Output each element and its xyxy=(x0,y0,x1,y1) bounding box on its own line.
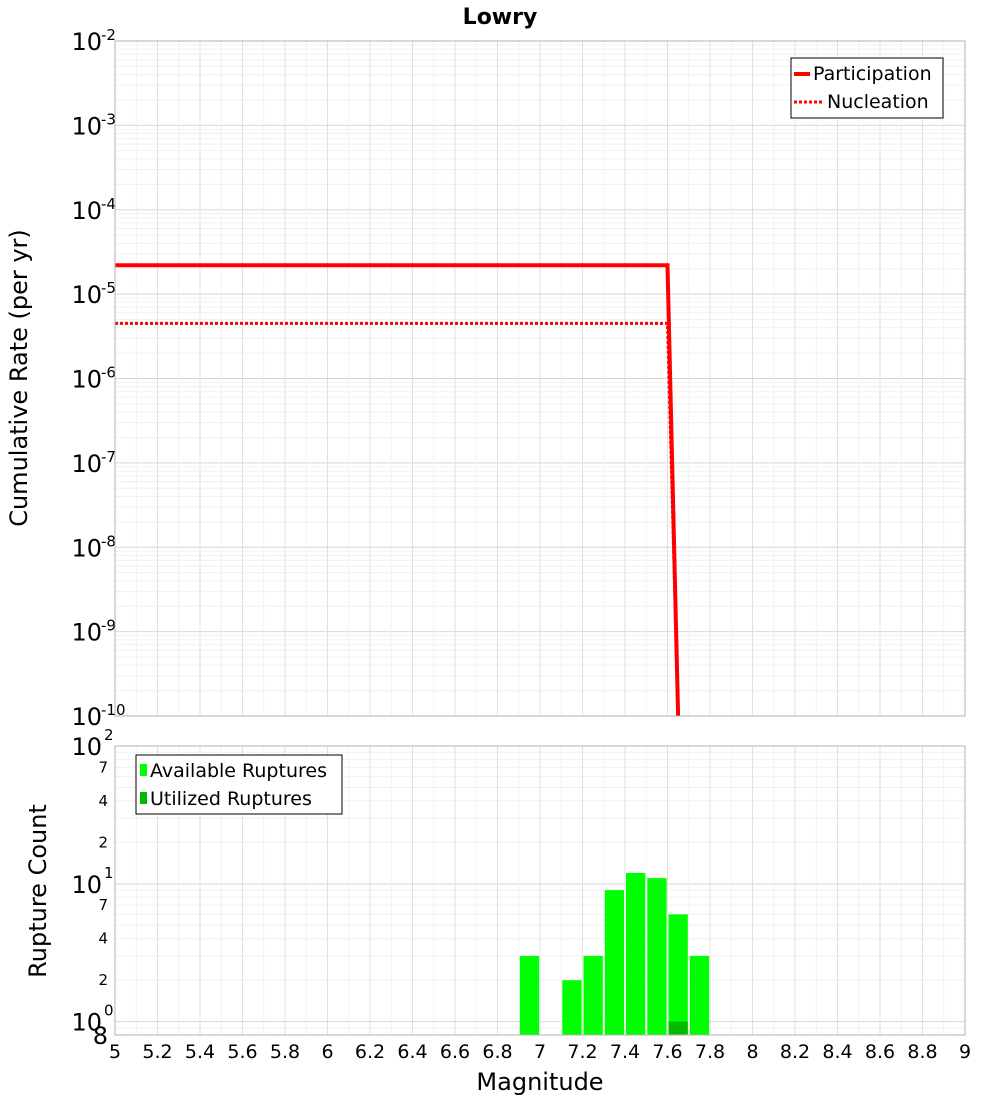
x-tick-label: 7.8 xyxy=(695,1041,725,1063)
count-y-minor-tick-label: 7 xyxy=(98,896,108,914)
x-tick-label: 6.6 xyxy=(440,1041,470,1063)
x-tick-label: 5.2 xyxy=(142,1041,172,1063)
rate-panel: 10-210-310-410-510-610-710-810-910-10 Cu… xyxy=(5,26,966,731)
x-tick-label: 6.8 xyxy=(482,1041,512,1063)
rate-y-tick-exponent: -9 xyxy=(101,617,116,635)
rate-y-tick-exponent: -7 xyxy=(101,448,116,466)
legend-utilized-swatch xyxy=(140,792,147,804)
count-y-minor-tick-label: 4 xyxy=(98,792,108,810)
rate-plot-border xyxy=(114,40,966,717)
count-bars-group xyxy=(519,872,710,1035)
available-ruptures-bar xyxy=(626,872,646,1035)
x-tick-label: 5.8 xyxy=(270,1041,300,1063)
rate-y-tick-label: 10 xyxy=(71,28,102,56)
count-legend-box xyxy=(135,754,343,815)
rate-y-tick-label: 10 xyxy=(71,281,102,309)
x-tick-label: 8.2 xyxy=(780,1041,810,1063)
rate-legend-box xyxy=(790,57,944,119)
count-y-minor-tick-label: 8 xyxy=(93,1022,108,1050)
x-tick-label: 7 xyxy=(534,1041,546,1063)
rate-y-tick-exponent: -2 xyxy=(101,26,116,44)
available-ruptures-bar xyxy=(583,955,603,1035)
rate-y-axis-label: Cumulative Rate (per yr) xyxy=(5,229,33,527)
legend-available-label: Available Ruptures xyxy=(150,760,327,782)
count-y-minor-tick-label: 7 xyxy=(98,758,108,776)
count-y-tick-exponent: 2 xyxy=(104,726,114,744)
utilized-ruptures-bar xyxy=(668,1021,688,1035)
x-tick-label: 8.6 xyxy=(865,1041,895,1063)
rate-y-tick-label: 10 xyxy=(71,703,102,731)
x-tick-label: 7.4 xyxy=(610,1041,640,1063)
chart-title: Lowry xyxy=(463,5,538,30)
available-ruptures-bar xyxy=(562,980,582,1035)
rate-y-tick-label: 10 xyxy=(71,534,102,562)
count-y-minor-tick-label: 4 xyxy=(98,930,108,948)
x-tick-label: 8.4 xyxy=(822,1041,852,1063)
rate-y-tick-exponent: -3 xyxy=(101,110,116,128)
count-y-tick-label: 10 xyxy=(71,1009,102,1037)
x-tick-label: 5.6 xyxy=(227,1041,257,1063)
legend-utilized-label: Utilized Ruptures xyxy=(150,788,312,810)
legend-participation-label: Participation xyxy=(813,63,932,85)
available-ruptures-bar xyxy=(519,955,540,1035)
count-y-minor-tick-label: 2 xyxy=(98,971,108,989)
count-y-tick-label: 10 xyxy=(71,871,102,899)
rate-grid xyxy=(114,40,966,717)
rate-y-tick-exponent: -10 xyxy=(101,701,126,719)
available-ruptures-bar xyxy=(647,878,667,1035)
legend-available-swatch xyxy=(140,764,147,776)
x-tick-label: 7.2 xyxy=(567,1041,597,1063)
count-plot-border xyxy=(114,745,966,1036)
rate-y-tick-exponent: -6 xyxy=(101,364,116,382)
available-ruptures-bar xyxy=(604,890,625,1035)
rate-y-ticks: 10-210-310-410-510-610-710-810-910-10 xyxy=(71,26,125,731)
rate-y-tick-label: 10 xyxy=(71,450,102,478)
count-y-tick-label: 10 xyxy=(71,733,102,761)
rate-series-group xyxy=(115,263,681,717)
x-tick-label: 5 xyxy=(109,1041,121,1063)
x-tick-label: 8.8 xyxy=(907,1041,937,1063)
x-tick-label: 6.2 xyxy=(355,1041,385,1063)
rate-y-tick-label: 10 xyxy=(71,366,102,394)
x-tick-label: 6 xyxy=(321,1041,333,1063)
rate-y-tick-label: 10 xyxy=(71,619,102,647)
available-ruptures-bar xyxy=(668,914,688,1035)
rate-y-tick-label: 10 xyxy=(71,112,102,140)
x-tick-label: 7.6 xyxy=(652,1041,682,1063)
count-y-axis-label: Rupture Count xyxy=(24,804,52,978)
participation-line xyxy=(115,263,681,717)
nucleation-line xyxy=(115,321,680,717)
rate-y-tick-exponent: -5 xyxy=(101,279,116,297)
rate-y-tick-exponent: -4 xyxy=(101,195,116,213)
count-y-minor-tick-label: 2 xyxy=(98,833,108,851)
rate-y-tick-exponent: -8 xyxy=(101,532,116,550)
legend-nucleation-label: Nucleation xyxy=(827,91,929,113)
x-tick-label: 8 xyxy=(746,1041,758,1063)
x-tick-label: 5.4 xyxy=(185,1041,215,1063)
rate-legend: Participation Nucleation xyxy=(790,57,944,119)
count-y-tick-exponent: 0 xyxy=(104,1002,114,1020)
x-tick-label: 9 xyxy=(959,1041,971,1063)
available-ruptures-bar xyxy=(689,955,710,1035)
count-legend: Available Ruptures Utilized Ruptures xyxy=(135,754,343,815)
rate-y-tick-label: 10 xyxy=(71,197,102,225)
x-axis-label: Magnitude xyxy=(476,1068,603,1096)
count-grid xyxy=(114,745,966,1035)
x-tick-label: 6.4 xyxy=(397,1041,427,1063)
count-y-tick-exponent: 1 xyxy=(104,864,114,882)
x-ticks: 5 5.2 5.4 5.6 5.8 6 6.2 6.4 6.6 6.8 7 7.2 7.4 7.6 7.8 8… xyxy=(109,1041,971,1063)
